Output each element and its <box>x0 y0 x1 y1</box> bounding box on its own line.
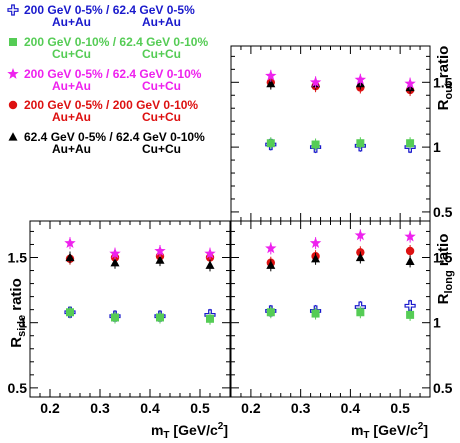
x-tick-label: 0.2 <box>241 400 261 416</box>
x-axis-label: mT [GeV/c2] <box>351 421 428 441</box>
data-point-triangle <box>266 260 276 269</box>
data-point-triangle <box>311 254 321 263</box>
data-point-star <box>354 73 367 85</box>
data-point-auau_open <box>404 300 416 312</box>
legend-entry-5: 62.4 GeV 0-5% / 62.4 GeV 0-10%Au+Au Cu+Cu <box>8 130 205 156</box>
y-tick-label: 1 <box>433 139 441 155</box>
legend-sub-a: Au+Au <box>52 79 91 93</box>
data-point-triangle <box>355 252 365 262</box>
legend-marker-star <box>7 68 19 79</box>
data-point-star <box>109 247 121 259</box>
data-point-cucu_sq <box>356 308 365 317</box>
data-point-star <box>309 237 322 249</box>
legend-sub-b: Cu+Cu <box>142 79 181 93</box>
legend-marker-square <box>9 38 17 46</box>
data-point-star <box>354 229 367 241</box>
data-point-star <box>404 230 416 242</box>
y-axis-label: Rlong ratio <box>435 234 455 305</box>
data-point-star <box>204 247 216 259</box>
panel-bottom-right: 0.5 1 1.5 0.2 0.3 0.4 0.5 mT [GeV/c2] Rlong rati… <box>230 220 455 441</box>
data-point-triangle <box>405 256 415 266</box>
legend-sub-b: Cu+Cu <box>142 110 181 124</box>
legend-entry-4: 200 GeV 0-5% / 200 GeV 0-10%Au+Au Cu+Cu <box>8 98 198 124</box>
data-point-cucu_sq <box>356 139 365 148</box>
data-point-triangle <box>110 257 120 267</box>
y-axis-label: Rout ratio <box>435 46 455 111</box>
data-point-star <box>404 77 416 89</box>
data-point-triangle <box>65 252 75 262</box>
legend-marker-triangle <box>8 132 18 141</box>
x-axis-label: mT [GeV/c2] <box>151 421 228 441</box>
data-point-circle <box>405 246 415 256</box>
plot-frame <box>230 220 431 398</box>
y-tick-label: 1 <box>433 315 441 331</box>
legend-sub-a: Au+Au <box>52 15 91 29</box>
legend-sub-b: Cu+Cu <box>142 142 181 156</box>
data-point-triangle <box>155 255 165 264</box>
data-point-cucu_sq <box>266 308 275 317</box>
data-point-cucu_sq <box>406 310 415 319</box>
y-tick-label: 0.5 <box>433 380 453 396</box>
data-point-star <box>265 242 277 254</box>
data-point-star <box>154 244 166 256</box>
y-tick-label: 1.5 <box>433 74 453 90</box>
legend-entry-3: 200 GeV 0-5% / 62.4 GeV 0-10%Au+Au Cu+Cu <box>7 67 202 93</box>
legend-label: 200 GeV 0-5% / 200 GeV 0-10% <box>24 98 198 112</box>
data-point-triangle <box>266 78 276 88</box>
legend-sub-a: Cu+Cu <box>52 47 91 61</box>
legend-label: 200 GeV 0-5% / 62.4 GeV 0-5% <box>24 3 195 17</box>
legend-entry-2: 200 GeV 0-10% / 62.4 GeV 0-10%Cu+Cu Cu+Cu <box>9 35 208 61</box>
legend-marker-circle <box>8 100 18 110</box>
legend-sub-b: Au+Au <box>142 15 181 29</box>
data-point-star <box>309 76 322 88</box>
data-point-star <box>64 237 76 249</box>
plot-frame <box>230 45 431 222</box>
y-tick-label: 1.5 <box>8 250 28 266</box>
y-axis-label: Rside ratio <box>8 278 28 348</box>
data-point-cucu_sq <box>156 313 164 322</box>
legend-entry-1: 200 GeV 0-5% / 62.4 GeV 0-5%Au+Au Au+Au <box>7 3 195 29</box>
legend-sub-a: Au+Au <box>52 110 91 124</box>
data-point-cucu_sq <box>311 309 320 318</box>
data-point-cucu_sq <box>266 139 275 148</box>
legend-sub-a: Au+Au <box>52 142 91 156</box>
x-tick-label: 0.5 <box>190 400 210 416</box>
x-tick-label: 0.3 <box>90 400 110 416</box>
data-point-cucu_sq <box>311 140 320 149</box>
y-tick-label: 0.5 <box>8 380 28 396</box>
x-tick-label: 0.3 <box>291 400 311 416</box>
data-point-triangle <box>205 260 215 269</box>
data-point-cucu_sq <box>206 314 214 323</box>
legend-sub-b: Cu+Cu <box>142 47 181 61</box>
data-point-cucu_sq <box>66 308 74 317</box>
legend-label: 200 GeV 0-10% / 62.4 GeV 0-10% <box>24 35 208 49</box>
y-tick-label: 1 <box>19 315 27 331</box>
legend-marker-open-cross <box>7 4 19 16</box>
legend-label: 62.4 GeV 0-5% / 62.4 GeV 0-10% <box>24 130 205 144</box>
data-point-star <box>265 69 277 81</box>
x-tick-label: 0.4 <box>140 400 160 416</box>
y-tick-label: 0.5 <box>433 204 453 220</box>
data-point-cucu_sq <box>406 139 415 148</box>
legend-label: 200 GeV 0-5% / 62.4 GeV 0-10% <box>24 67 202 81</box>
x-tick-label: 0.4 <box>341 400 361 416</box>
plot-frame <box>29 220 231 398</box>
x-tick-label: 0.5 <box>390 400 410 416</box>
legend: 200 GeV 0-5% / 62.4 GeV 0-5%Au+Au Au+Au20… <box>7 3 208 156</box>
panel-bottom-left: 0.5 1 1.5 0.2 0.3 0.4 0.5 mT [GeV/c2] Rside rati… <box>8 220 231 441</box>
y-tick-label: 1.5 <box>433 250 453 266</box>
data-point-cucu_sq <box>111 313 119 322</box>
x-tick-label: 0.2 <box>40 400 60 416</box>
